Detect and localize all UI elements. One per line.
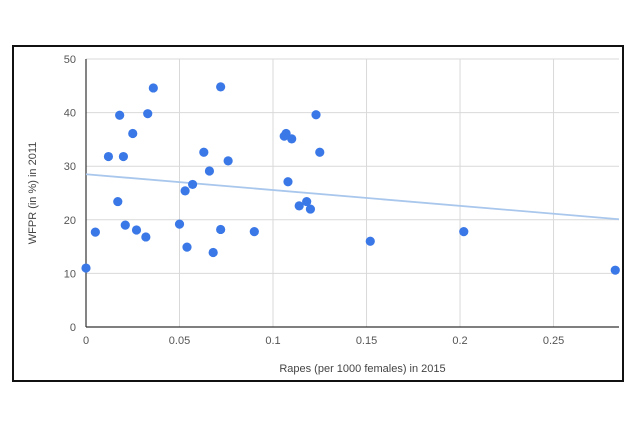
x-axis-title: Rapes (per 1000 females) in 2015: [279, 363, 445, 375]
data-point: [305, 204, 316, 214]
data-point: [283, 177, 293, 187]
data-point: [180, 186, 190, 196]
data-point: [81, 263, 91, 273]
data-point: [113, 196, 123, 207]
data-points: [81, 82, 620, 275]
y-axis-title: WFPR (in %) in 2011: [27, 142, 39, 245]
data-point: [148, 83, 158, 93]
scatter-chart: 0 10 20 30 40 50 0 0.05 0.1 0.15 0.2 0.25 Rapes (pe…: [27, 54, 620, 375]
data-point: [249, 226, 259, 237]
data-point: [311, 110, 321, 120]
y-tick-label: 40: [64, 108, 76, 120]
y-tick-label: 0: [70, 322, 76, 334]
data-point: [208, 247, 218, 258]
x-tick-label: 0.05: [169, 335, 190, 347]
y-tick-label: 10: [64, 268, 76, 280]
x-tick-label: 0.1: [265, 335, 280, 347]
data-point: [118, 151, 129, 162]
y-tick-label: 50: [64, 54, 76, 66]
chart-frame: 0 10 20 30 40 50 0 0.05 0.1 0.15 0.2 0.25 Rapes (pe…: [12, 45, 624, 382]
data-point: [182, 242, 192, 252]
data-point: [131, 225, 142, 235]
data-point: [302, 196, 312, 207]
y-tick-label: 30: [64, 161, 76, 173]
axes: [85, 59, 619, 328]
data-point: [115, 110, 125, 120]
data-point: [141, 232, 151, 242]
data-point: [120, 220, 130, 230]
trendline-group: [85, 173, 620, 221]
data-point: [204, 166, 215, 176]
gridlines: [86, 58, 619, 327]
x-tick-label: 0.2: [452, 335, 467, 347]
data-point: [287, 134, 297, 144]
data-point: [188, 179, 198, 190]
data-point: [143, 109, 153, 119]
data-point: [459, 226, 469, 237]
data-point: [315, 147, 325, 157]
data-point: [174, 219, 185, 229]
data-point: [294, 201, 304, 211]
data-point: [216, 224, 226, 235]
data-point: [365, 236, 375, 246]
data-point: [103, 151, 114, 162]
x-tick-label: 0: [83, 335, 89, 347]
data-point: [199, 147, 209, 157]
trendline: [85, 173, 620, 221]
y-tick-label: 20: [64, 215, 76, 227]
data-point: [610, 265, 620, 275]
data-point: [216, 82, 226, 92]
x-tick-label: 0.15: [356, 335, 377, 347]
x-tick-label: 0.25: [543, 335, 564, 347]
data-point: [223, 156, 233, 166]
data-point: [90, 227, 100, 237]
tick-labels: 0 10 20 30 40 50 0 0.05 0.1 0.15 0.2 0.25: [64, 54, 565, 347]
data-point: [128, 128, 138, 139]
